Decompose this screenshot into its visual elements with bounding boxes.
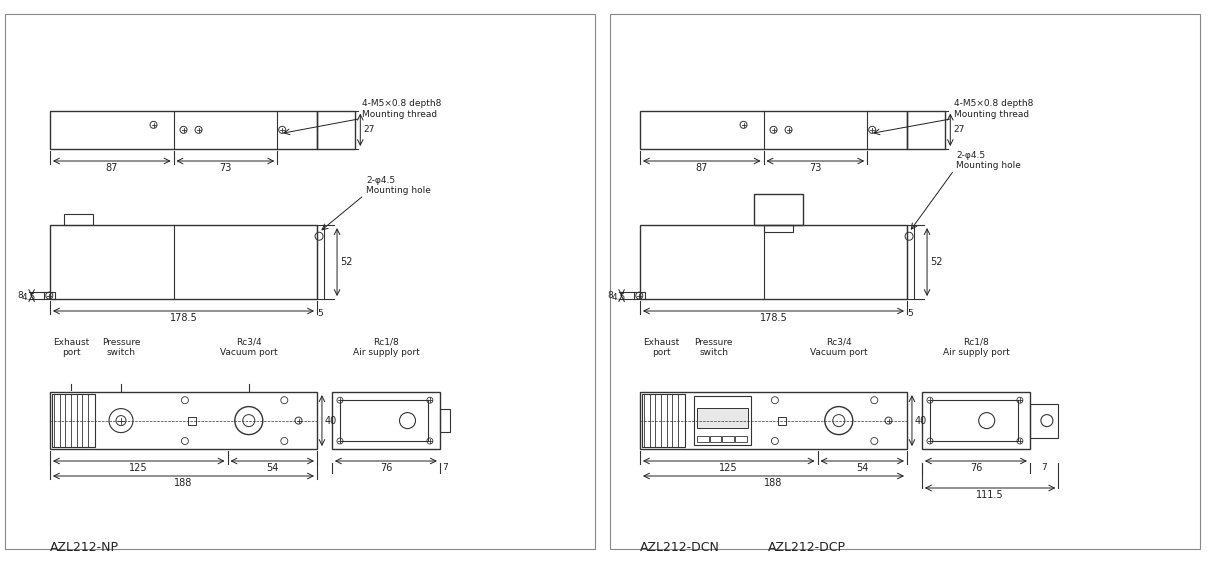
Text: 188: 188 [174,478,192,488]
Bar [50,111,317,149]
Bar [930,400,1018,441]
Text: AZL212-DCN: AZL212-DCN [640,541,720,554]
Text: AZL212-DCP: AZL212-DCP [768,541,846,554]
Bar [52,394,94,447]
Bar [640,392,908,449]
Text: 54: 54 [266,463,278,473]
Text: 73: 73 [219,163,231,173]
Bar [610,14,1200,549]
Bar [1030,404,1059,438]
Text: Pressure
switch: Pressure switch [695,338,733,357]
Text: Pressure
switch: Pressure switch [102,338,140,357]
Text: 4-M5×0.8 depth8
Mounting thread: 4-M5×0.8 depth8 Mounting thread [362,99,442,119]
Bar [440,409,450,432]
Bar [64,214,93,225]
Bar [640,111,908,149]
Bar [908,111,945,149]
Bar [5,14,595,549]
Text: 8: 8 [607,291,613,300]
Text: 52: 52 [930,257,943,267]
Bar [709,436,721,442]
Bar [340,400,428,441]
Bar [734,436,747,442]
Text: 5: 5 [318,309,323,318]
Text: 178.5: 178.5 [169,313,197,323]
Bar [695,396,750,445]
Text: Rc1/8
Air supply port: Rc1/8 Air supply port [352,338,420,357]
Text: 27: 27 [363,125,375,134]
Text: 7: 7 [442,463,448,472]
Text: 125: 125 [129,463,148,473]
Text: Rc3/4
Vacuum port: Rc3/4 Vacuum port [809,338,868,357]
Text: 111.5: 111.5 [976,490,1004,500]
Text: Rc3/4
Vacuum port: Rc3/4 Vacuum port [220,338,277,357]
Text: 2-φ4.5
Mounting hole: 2-φ4.5 Mounting hole [367,176,431,195]
Text: Rc1/8
Air supply port: Rc1/8 Air supply port [943,338,1009,357]
Bar [640,225,908,299]
Bar [188,417,196,424]
Text: 27: 27 [953,125,964,134]
Text: 188: 188 [765,478,783,488]
Text: 2-φ4.5
Mounting hole: 2-φ4.5 Mounting hole [956,151,1021,170]
Bar [697,436,709,442]
Text: 40: 40 [915,416,927,426]
Text: 87: 87 [696,163,708,173]
Text: Exhaust
port: Exhaust port [644,338,680,357]
Bar [317,111,356,149]
Text: 4.5: 4.5 [611,293,626,302]
Text: 8: 8 [18,291,24,300]
Bar [697,408,748,428]
Bar [50,392,317,449]
Text: 4.5: 4.5 [22,293,35,302]
Text: 54: 54 [855,463,869,473]
Bar [634,292,645,299]
Bar [317,225,324,299]
Bar [908,225,914,299]
Bar [722,436,734,442]
Text: 7: 7 [1042,463,1047,472]
Text: 73: 73 [809,163,822,173]
Text: 125: 125 [720,463,738,473]
Bar [778,417,786,424]
Bar [332,392,440,449]
Text: Exhaust
port: Exhaust port [53,338,90,357]
Text: 52: 52 [340,257,352,267]
Text: 76: 76 [380,463,392,473]
Bar [50,225,317,299]
Bar [765,225,793,232]
Text: AZL212-NP: AZL212-NP [50,541,119,554]
Text: 87: 87 [105,163,117,173]
Bar [754,194,803,225]
Text: 5: 5 [908,309,914,318]
Bar [643,394,685,447]
Bar [922,392,1030,449]
Text: 178.5: 178.5 [760,313,788,323]
Text: 76: 76 [969,463,983,473]
Bar [44,292,54,299]
Text: 40: 40 [325,416,338,426]
Text: 4-M5×0.8 depth8
Mounting thread: 4-M5×0.8 depth8 Mounting thread [955,99,1033,119]
